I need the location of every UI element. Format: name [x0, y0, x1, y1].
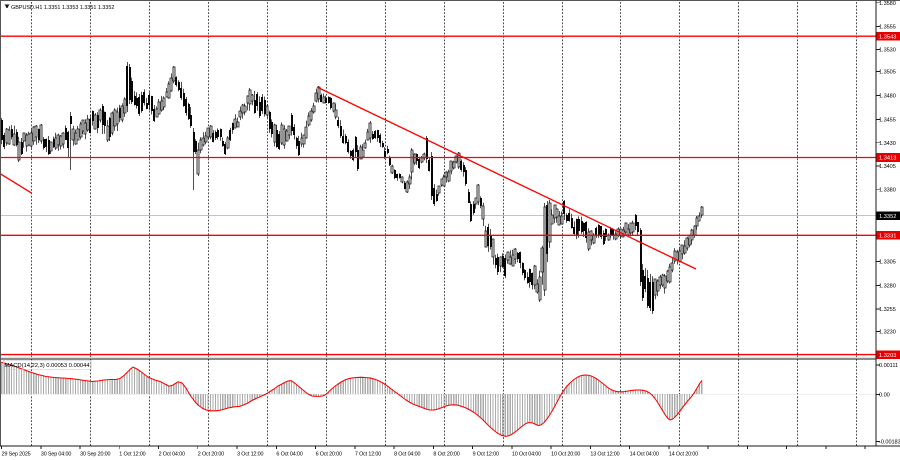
svg-text:10 Oct 20:00: 10 Oct 20:00 [551, 452, 580, 458]
svg-text:0.00: 0.00 [879, 393, 890, 399]
svg-text:1.3530: 1.3530 [879, 48, 896, 54]
svg-text:1.3203: 1.3203 [879, 353, 896, 359]
svg-text:6 Oct 04:00: 6 Oct 04:00 [276, 452, 302, 458]
svg-text:8 Oct 04:00: 8 Oct 04:00 [394, 452, 420, 458]
svg-text:6 Oct 20:00: 6 Oct 20:00 [316, 452, 342, 458]
svg-text:1.3380: 1.3380 [879, 187, 896, 193]
svg-text:1.3413: 1.3413 [879, 156, 896, 162]
svg-text:30 Sep 20:00: 30 Sep 20:00 [80, 452, 110, 458]
svg-text:1.3543: 1.3543 [879, 34, 896, 40]
svg-text:1.3280: 1.3280 [879, 284, 896, 290]
svg-text:9 Oct 12:00: 9 Oct 12:00 [473, 452, 499, 458]
svg-text:3 Oct 12:00: 3 Oct 12:00 [237, 452, 263, 458]
svg-text:1 Oct 12:00: 1 Oct 12:00 [119, 452, 145, 458]
svg-text:1.3255: 1.3255 [879, 307, 896, 313]
svg-text:1.3505: 1.3505 [879, 70, 896, 76]
svg-text:14 Oct 04:00: 14 Oct 04:00 [630, 452, 659, 458]
svg-text:1.3430: 1.3430 [879, 141, 896, 147]
svg-text:1.3331: 1.3331 [879, 234, 896, 240]
svg-text:2 Oct 04:00: 2 Oct 04:00 [159, 452, 185, 458]
svg-text:7 Oct 12:00: 7 Oct 12:00 [355, 452, 381, 458]
svg-text:29 Sep 2025: 29 Sep 2025 [2, 452, 31, 458]
svg-text:13 Oct 12:00: 13 Oct 12:00 [590, 452, 619, 458]
svg-text:30 Sep 04:00: 30 Sep 04:00 [41, 452, 71, 458]
svg-text:0.00111: 0.00111 [879, 363, 898, 369]
svg-text:1.3305: 1.3305 [879, 260, 896, 266]
svg-text:1.3352: 1.3352 [879, 214, 896, 220]
svg-text:1.3480: 1.3480 [879, 94, 896, 100]
svg-text:8 Oct 20:00: 8 Oct 20:00 [433, 452, 459, 458]
svg-text:-0.00183: -0.00183 [879, 440, 900, 446]
svg-text:2 Oct 20:00: 2 Oct 20:00 [198, 452, 224, 458]
svg-text:1.3580: 1.3580 [879, 1, 896, 7]
svg-text:1.3230: 1.3230 [879, 330, 896, 336]
svg-text:1.3405: 1.3405 [879, 164, 896, 170]
svg-text:MACD(14,22,3) 0.00053 0.00044: MACD(14,22,3) 0.00053 0.00044 [5, 363, 91, 369]
svg-text:10 Oct 04:00: 10 Oct 04:00 [512, 452, 541, 458]
svg-text:1.3455: 1.3455 [879, 118, 896, 124]
svg-text:1.3555: 1.3555 [879, 25, 896, 31]
svg-text:GBPUSD.H1 1.3351 1.3353 1.335: GBPUSD.H1 1.3351 1.3353 1.3351 1.3352 [11, 5, 114, 11]
svg-text:14 Oct 20:00: 14 Oct 20:00 [669, 452, 698, 458]
